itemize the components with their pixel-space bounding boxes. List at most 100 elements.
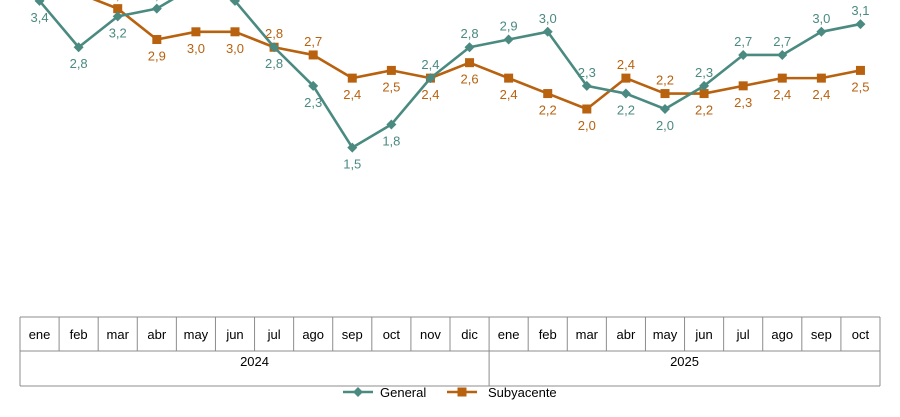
series-subyacente: [92, 0, 865, 114]
data-label-subyacente: 2,0: [578, 118, 596, 133]
data-point-general: [34, 0, 45, 6]
data-point-subyacente: [816, 73, 826, 83]
labels-subyacente: 3,63,53,32,93,03,02,82,72,42,52,42,62,42…: [109, 0, 870, 133]
data-label-subyacente: 2,4: [343, 87, 361, 102]
data-point-general: [464, 42, 475, 53]
x-tick-label: feb: [70, 327, 88, 342]
data-label-subyacente: 2,5: [851, 79, 869, 94]
x-tick-label: may: [653, 327, 678, 342]
data-point-subyacente: [855, 65, 865, 75]
data-point-general: [699, 80, 710, 91]
data-label-general: 2,8: [461, 26, 479, 41]
data-label-general: 2,7: [773, 34, 791, 49]
data-point-general: [660, 104, 670, 114]
data-point-subyacente: [230, 27, 240, 37]
data-point-general: [855, 19, 866, 30]
data-label-general: 3,3: [148, 0, 166, 3]
data-label-subyacente: 2,3: [734, 95, 752, 110]
x-tick-label: jul: [736, 327, 750, 342]
x-tick-label: mar: [576, 327, 599, 342]
labels-general: 3,42,83,23,33,63,42,82,31,51,82,42,82,93…: [31, 0, 870, 172]
data-point-subyacente: [308, 50, 318, 60]
x-tick-label: abr: [147, 327, 166, 342]
data-point-general: [777, 49, 788, 60]
data-label-subyacente: 2,4: [617, 57, 635, 72]
data-point-subyacente: [386, 65, 396, 75]
data-label-subyacente: 3,0: [226, 41, 244, 56]
data-label-general: 1,5: [343, 157, 361, 172]
data-label-general: 2,3: [304, 95, 322, 110]
data-point-general: [269, 42, 280, 53]
x-tick-label: ago: [771, 327, 793, 342]
data-label-subyacente: 2,4: [421, 87, 439, 102]
data-label-general: 2,3: [695, 65, 713, 80]
data-label-subyacente: 2,4: [500, 87, 518, 102]
x-tick-label: oct: [852, 327, 870, 342]
data-point-general: [112, 11, 123, 22]
data-point-subyacente: [152, 35, 162, 45]
data-point-subyacente: [191, 27, 201, 37]
data-point-general: [503, 34, 514, 45]
data-point-subyacente: [465, 58, 475, 68]
data-label-subyacente: 2,2: [656, 73, 674, 88]
data-point-general: [425, 73, 436, 84]
data-point-subyacente: [699, 89, 709, 99]
data-label-general: 3,4: [31, 10, 49, 25]
data-label-general: 3,1: [851, 3, 869, 18]
data-point-general: [386, 119, 397, 130]
data-label-general: 3,0: [812, 11, 830, 26]
data-point-subyacente: [660, 89, 670, 99]
data-point-general: [816, 26, 827, 37]
x-tick-label: ene: [498, 327, 520, 342]
series-general: [34, 0, 866, 153]
data-point-general: [620, 88, 631, 99]
legend-diamond-icon: [353, 387, 363, 397]
data-label-subyacente: 3,0: [187, 41, 205, 56]
data-point-subyacente: [777, 73, 787, 83]
x-tick-label: sep: [342, 327, 363, 342]
series-line-subyacente: [92, 0, 861, 111]
data-label-subyacente: 2,9: [148, 49, 166, 64]
category-axis-table: ene feb mar abr may jun jul ago sep oct nov dic ene f…: [19, 316, 881, 387]
data-label-subyacente: 2,4: [773, 87, 791, 102]
data-point-general: [73, 42, 84, 53]
data-label-general: 2,0: [656, 118, 674, 133]
x-tick-label: nov: [420, 327, 441, 342]
data-point-general: [308, 80, 319, 91]
data-point-subyacente: [347, 73, 357, 83]
x-tick-label: ene: [29, 327, 51, 342]
data-label-general: 2,2: [617, 103, 635, 118]
x-tick-label: oct: [383, 327, 401, 342]
data-label-general: 3,0: [539, 11, 557, 26]
data-point-general: [542, 26, 553, 37]
data-label-subyacente: 2,6: [461, 72, 479, 87]
x-tick-label: jun: [694, 327, 712, 342]
year-label: 2024: [240, 354, 269, 369]
x-tick-label: abr: [617, 327, 636, 342]
data-label-general: 2,4: [421, 57, 439, 72]
data-label-subyacente: 2,7: [304, 34, 322, 49]
data-label-subyacente: 2,2: [695, 103, 713, 118]
data-point-general: [151, 3, 162, 14]
x-tick-label: jul: [267, 327, 281, 342]
data-point-general: [230, 0, 240, 6]
data-label-subyacente: 3,3: [109, 0, 127, 3]
data-label-general: 3,2: [109, 25, 127, 40]
data-label-general: 2,7: [734, 34, 752, 49]
x-tick-label: may: [184, 327, 209, 342]
legend-label: Subyacente: [488, 385, 557, 400]
data-label-general: 2,8: [265, 56, 283, 71]
data-label-general: 2,8: [70, 56, 88, 71]
legend-item-subyacente: Subyacente: [447, 385, 557, 400]
data-point-subyacente: [582, 104, 592, 114]
data-point-subyacente: [504, 73, 514, 83]
x-tick-label: ago: [302, 327, 324, 342]
data-point-subyacente: [113, 4, 123, 14]
data-point-subyacente: [738, 81, 748, 91]
data-label-subyacente: 2,5: [382, 79, 400, 94]
data-point-general: [347, 142, 358, 153]
data-point-general: [738, 49, 749, 60]
data-point-general: [581, 80, 592, 91]
x-tick-label: feb: [539, 327, 557, 342]
